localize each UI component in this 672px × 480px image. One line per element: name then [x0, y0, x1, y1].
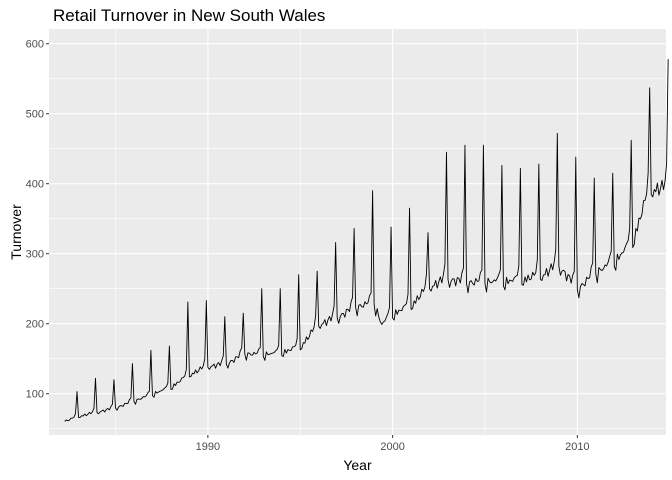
plot-panel — [49, 29, 666, 435]
x-tick-label: 2010 — [565, 441, 589, 453]
x-tick-label: 1990 — [196, 441, 220, 453]
series-line — [64, 59, 669, 422]
minor-gridlines — [49, 29, 666, 435]
y-axis: 100 200 300 400 500 600 — [26, 39, 49, 401]
y-tick-label: 600 — [26, 39, 44, 51]
y-axis-title: Turnover — [8, 204, 24, 260]
y-tick-label: 500 — [26, 109, 44, 121]
y-tick-label: 300 — [26, 249, 44, 261]
y-tick-label: 200 — [26, 319, 44, 331]
y-tick-label: 100 — [26, 389, 44, 401]
y-tick-label: 400 — [26, 179, 44, 191]
x-axis: 1990 2000 2010 — [196, 435, 590, 453]
chart-title: Retail Turnover in New South Wales — [53, 6, 326, 25]
x-axis-title: Year — [343, 457, 372, 473]
x-tick-label: 2000 — [380, 441, 404, 453]
